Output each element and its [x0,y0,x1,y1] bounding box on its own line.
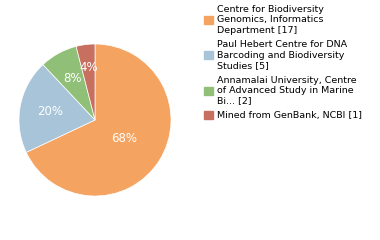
Wedge shape [19,65,95,152]
Legend: Centre for Biodiversity
Genomics, Informatics
Department [17], Paul Hebert Centr: Centre for Biodiversity Genomics, Inform… [204,5,363,120]
Wedge shape [26,44,171,196]
Text: 4%: 4% [79,61,98,74]
Wedge shape [43,46,95,120]
Text: 68%: 68% [111,132,137,145]
Text: 20%: 20% [37,105,63,118]
Wedge shape [76,44,95,120]
Text: 8%: 8% [63,72,82,85]
